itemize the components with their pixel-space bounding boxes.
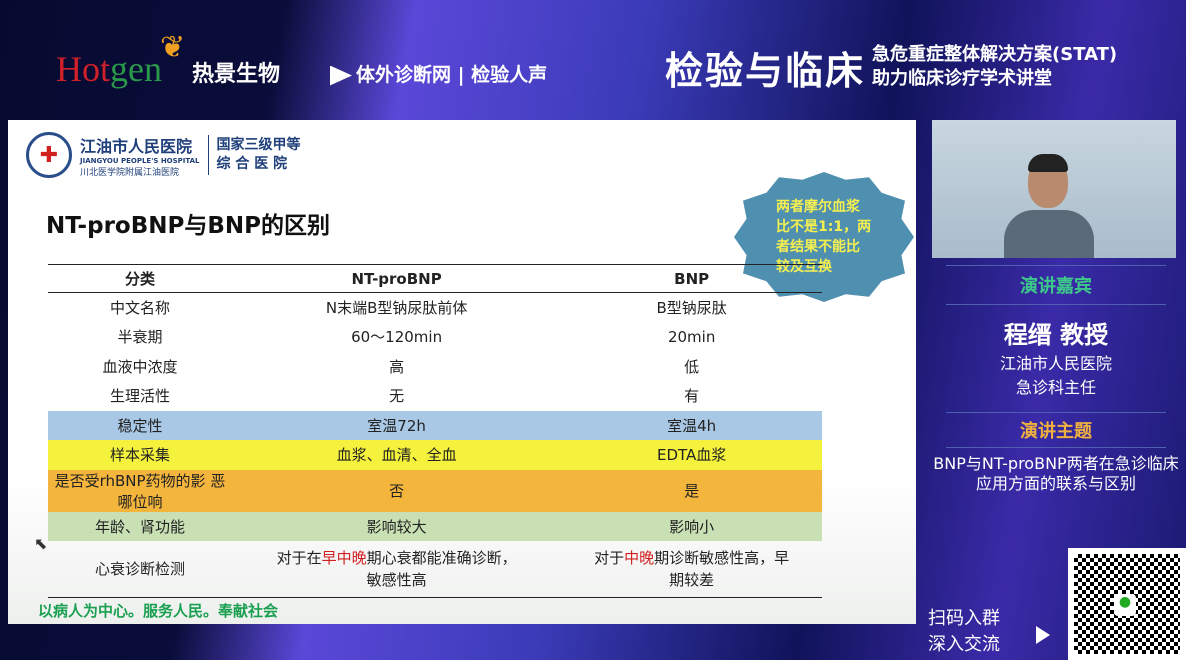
ivd-play-icon (330, 65, 352, 86)
presentation-slide: ✚ 江油市人民医院 JIANGYOU PEOPLE'S HOSPITAL 川北医… (8, 120, 916, 624)
table-row: 中文名称 N末端B型钠尿肽前体 B型钠尿肽 (48, 293, 822, 323)
partner-logos: 体外诊断网 | 检验人声 (330, 60, 547, 87)
butterfly-icon: ❦ (160, 30, 186, 65)
speaker-video (932, 120, 1176, 258)
hotgen-logo: Hotgen (56, 49, 162, 89)
scan-prompt: 扫码入群 深入交流 (928, 608, 1000, 655)
table-cell: 血浆、血清、全血 (336, 446, 457, 465)
table-cell: 否 (389, 482, 405, 500)
table-row: 年龄、肾功能 影响较大 影响小 (48, 511, 822, 541)
hospital-header: ✚ 江油市人民医院 JIANGYOU PEOPLE'S HOSPITAL 川北医… (26, 132, 301, 178)
table-row: 稳定性 室温72h 室温4h (48, 410, 822, 440)
event-title: 检验与临床 (665, 49, 866, 93)
speaker-role: 急诊科主任 (1015, 378, 1096, 397)
hospital-name-en: JIANGYOU PEOPLE'S HOSPITAL (80, 156, 200, 165)
table-row: 是否受rhBNP药物的影 恶哪位响 否 是 (48, 469, 822, 512)
comparison-table: 分类 NT-proBNP BNP 中文名称 N末端B型钠尿肽前体 B型钠尿肽半衰期 60～… (48, 264, 822, 598)
mouse-cursor-icon: ⬉ (34, 534, 48, 553)
hospital-type: 综 合 医 院 (216, 156, 288, 172)
hospital-name: 江油市人民医院 (80, 136, 193, 156)
event-subtitle-2: 助力临床诊疗学术讲堂 (872, 68, 1052, 89)
table-cell: 是 (684, 482, 700, 500)
table-cell: N末端B型钠尿肽前体 (325, 299, 468, 317)
hospital-affiliation: 川北医学院附属江油医院 (80, 167, 180, 178)
speaker-info: 演讲嘉宾 程缙 教授 江油市人民医院 急诊科主任 演讲主题 BNP与NT-pro… (926, 265, 1186, 494)
table-cell: 样本采集 (109, 446, 170, 465)
speaker-section-label: 演讲嘉宾 (946, 265, 1166, 305)
table-header-cell: NT-proBNP (231, 264, 562, 293)
hospital-level: 国家三级甲等 (216, 137, 301, 153)
table-cell: 血液中浓度 (102, 357, 178, 376)
qr-code[interactable]: ● (1068, 548, 1186, 660)
table-cell: 低 (684, 357, 700, 376)
table-cell: 高 (389, 357, 405, 376)
talk-topic: BNP与NT-proBNP两者在急诊临床应用方面的联系与区别 (933, 454, 1179, 493)
table-cell: 影响小 (669, 517, 715, 536)
table-header-cell: 分类 (48, 264, 232, 293)
table-cell: 对于中晚期诊断敏感性高，早期较差 (561, 541, 822, 598)
speaker-name: 程缙 教授 (1003, 321, 1109, 349)
table-cell: 心衰诊断检测 (48, 541, 232, 598)
divider (207, 135, 209, 175)
table-cell: B型钠尿肽 (656, 299, 727, 317)
table-cell: 有 (684, 387, 700, 406)
brand-cn: 热景生物 (192, 62, 281, 87)
speaker-hospital: 江油市人民医院 (999, 354, 1112, 373)
table-cell: 室温4h (667, 416, 717, 435)
table-row: 心衰诊断检测 对于在早中晚期心衰都能准确诊断，敏感性高 对于中晚期诊断敏感性高，早期… (48, 541, 822, 598)
table-cell: 对于在早中晚期心衰都能准确诊断，敏感性高 (231, 541, 562, 598)
wechat-icon: ● (1114, 594, 1136, 616)
table-cell: 半衰期 (117, 328, 163, 347)
topic-section-label: 演讲主题 (946, 412, 1166, 448)
table-row: 生理活性 无 有 (48, 381, 822, 411)
table-cell: 室温72h (367, 416, 426, 435)
table-cell: 无 (389, 387, 405, 406)
table-cell: 影响较大 (366, 517, 427, 536)
table-cell: 生理活性 (109, 387, 170, 406)
play-arrow-icon (1036, 626, 1050, 644)
table-cell: 年龄、肾功能 (94, 517, 185, 536)
hospital-motto: 以病人为中心。服务人民。奉献社会 (38, 602, 279, 620)
table-cell: EDTA血浆 (657, 446, 727, 465)
table-cell: 是否受rhBNP药物的影 恶哪位响 (54, 471, 226, 511)
table-header-cell: BNP (561, 264, 822, 293)
event-subtitle-1: 急危重症整体解决方案(STAT) (872, 44, 1118, 65)
slide-title: NT-proBNP与BNP的区别 (46, 213, 330, 239)
table-cell: 20min (667, 327, 716, 346)
speaker-figure (1004, 148, 1094, 258)
event-banner: Hotgen ❦ 热景生物 体外诊断网 | 检验人声 检验与临床 急危重症整体解… (0, 0, 1186, 118)
table-row: 半衰期 60～120min 20min (48, 322, 822, 352)
table-row: 样本采集 血浆、血清、全血 EDTA血浆 (48, 440, 822, 470)
hospital-seal-icon: ✚ (26, 132, 72, 178)
table-cell: 稳定性 (117, 416, 163, 435)
table-cell: 中文名称 (109, 299, 170, 317)
table-cell: 60～120min (351, 328, 443, 347)
table-row: 血液中浓度 高 低 (48, 352, 822, 382)
